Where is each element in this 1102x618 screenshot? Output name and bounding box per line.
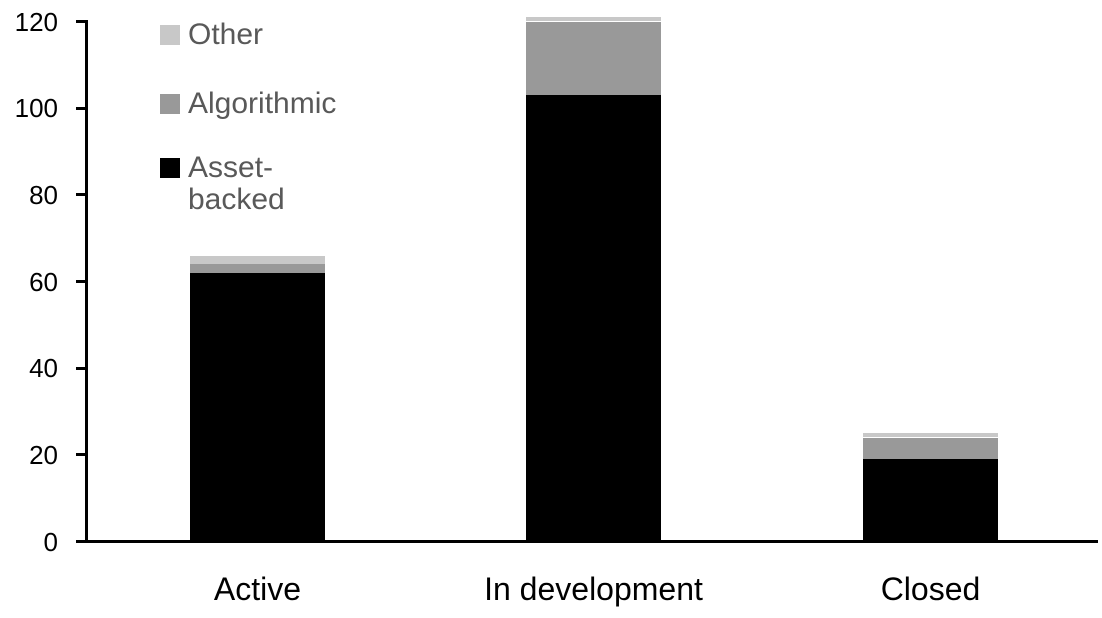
bar-segment-other <box>190 255 325 265</box>
legend-swatch-algorithmic <box>160 94 180 114</box>
bar-active <box>190 0 325 542</box>
y-tick-label: 60 <box>29 266 58 297</box>
y-tick <box>76 106 87 110</box>
legend-swatch-other <box>160 25 180 45</box>
bar-segment-algorithmic <box>863 437 998 460</box>
x-category-label: In development <box>484 571 703 607</box>
bar-segment-asset-backed <box>190 272 325 542</box>
y-tick-label: 20 <box>29 439 58 470</box>
legend-label-other: Other <box>188 18 264 51</box>
legend-label-algorithmic: Algorithmic <box>188 87 337 120</box>
y-tick <box>76 453 87 457</box>
bar-segment-asset-backed <box>526 95 661 542</box>
legend-swatch-asset-backed <box>160 158 180 178</box>
y-tick-label: 0 <box>43 526 58 557</box>
y-tick-label: 40 <box>29 353 58 384</box>
bar-segment-asset-backed <box>863 459 998 542</box>
y-tick <box>76 540 87 543</box>
y-tick <box>76 366 87 370</box>
bar-segment-other <box>526 17 661 22</box>
x-category-label: Active <box>213 571 302 607</box>
bar-segment-algorithmic <box>190 264 325 273</box>
bar-in-development <box>526 0 661 542</box>
x-category-label: Closed <box>880 571 981 607</box>
x-axis-line <box>76 540 1098 543</box>
y-tick-label: 100 <box>14 93 58 124</box>
legend-label-asset-backed: Asset-backed <box>188 151 285 216</box>
y-tick-label: 120 <box>14 6 58 37</box>
bar-segment-other <box>863 433 998 438</box>
y-tick <box>76 280 87 283</box>
y-tick <box>76 20 87 23</box>
bar-closed <box>863 0 998 542</box>
y-tick-label: 80 <box>29 179 58 210</box>
y-tick <box>76 193 87 197</box>
bar-segment-algorithmic <box>526 21 661 96</box>
